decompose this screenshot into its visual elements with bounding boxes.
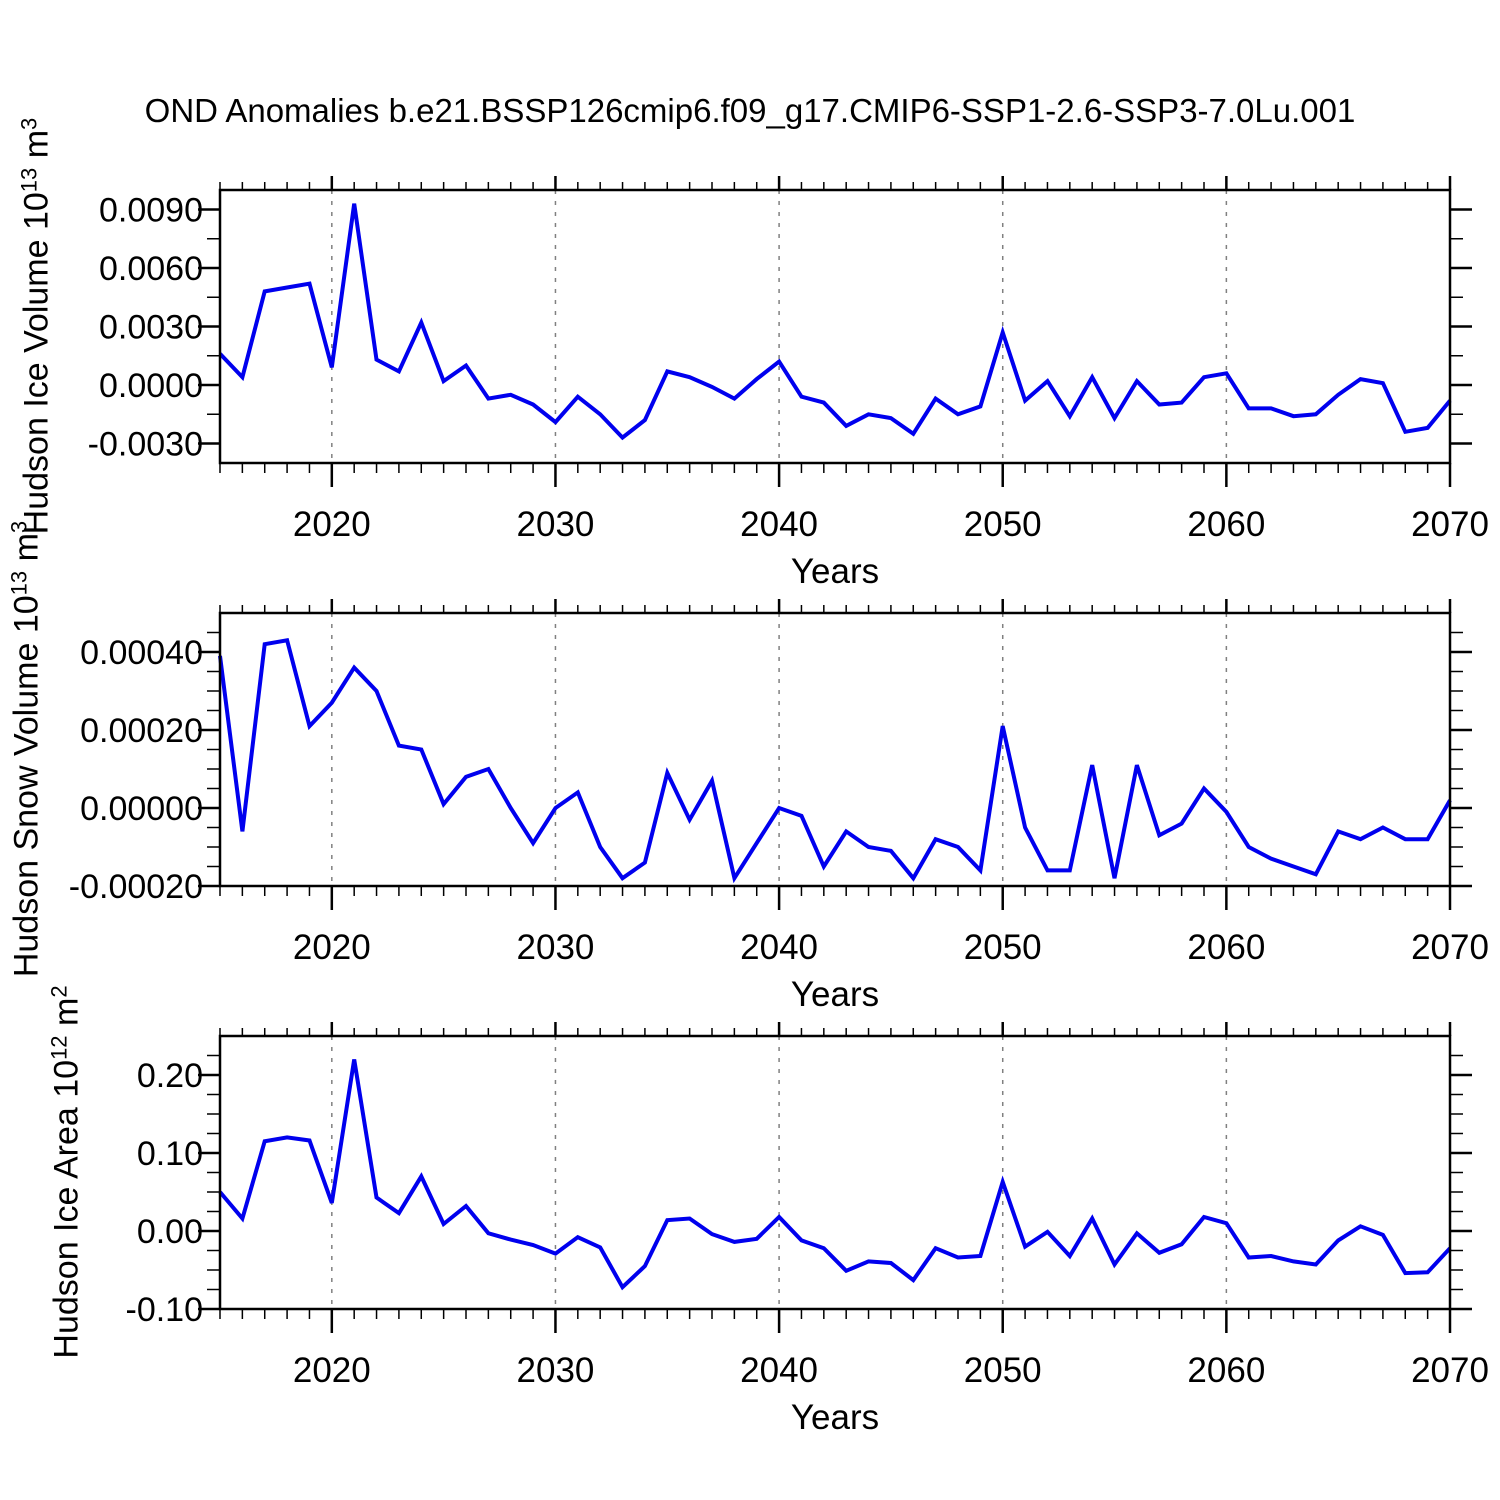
y-tick-label: 0.20 xyxy=(137,1057,203,1095)
data-line xyxy=(218,638,1452,884)
x-axis-title: Years xyxy=(791,975,879,1014)
x-tick-label: 2040 xyxy=(740,928,818,967)
x-tick-label: 2030 xyxy=(517,1351,595,1390)
y-tick-label: 0.00020 xyxy=(80,712,203,750)
data-line xyxy=(218,203,1452,441)
x-tick-label: 2040 xyxy=(740,1351,818,1390)
x-tick-label: 2030 xyxy=(517,928,595,967)
y-tick-label: 0.10 xyxy=(137,1135,203,1173)
ticks xyxy=(198,599,1472,910)
x-tick-label: 2040 xyxy=(740,505,818,544)
x-tick-label: 2050 xyxy=(964,505,1042,544)
plot-box xyxy=(218,188,1452,465)
x-axis-title: Years xyxy=(791,552,879,591)
plot-box xyxy=(218,1034,1452,1311)
x-axis-title: Years xyxy=(791,1398,879,1437)
figure-title: OND Anomalies b.e21.BSSP126cmip6.f09_g17… xyxy=(144,92,1356,129)
x-tick-label: 2070 xyxy=(1411,928,1489,967)
y-tick-label: 0.0030 xyxy=(99,309,203,347)
y-tick-label: 0.0090 xyxy=(99,192,203,230)
x-tick-label: 2070 xyxy=(1411,505,1489,544)
x-tick-label: 2050 xyxy=(964,928,1042,967)
x-tick-label: 2020 xyxy=(293,928,371,967)
x-tick-label: 2060 xyxy=(1187,928,1265,967)
x-tick-label: 2020 xyxy=(293,505,371,544)
chart-2: -0.10 0.00 0.10 0.20 2020 2030 2040 2050 2060 207… xyxy=(126,1022,1489,1437)
x-tick-label: 2060 xyxy=(1187,505,1265,544)
y-tick-label: 0.0060 xyxy=(99,250,203,288)
x-tick-label: 2070 xyxy=(1411,1351,1489,1390)
data-line xyxy=(218,1059,1452,1291)
chart-0: -0.0030 0.0000 0.0030 0.0060 0.0090 2020 2030 2… xyxy=(88,176,1489,591)
y-tick-label: -0.10 xyxy=(126,1291,204,1329)
x-tick-label: 2050 xyxy=(964,1351,1042,1390)
y-tick-label: 0.00040 xyxy=(80,634,203,672)
y-tick-label: -0.0030 xyxy=(88,426,203,464)
y-tick-label: 0.00 xyxy=(137,1213,203,1251)
ticks xyxy=(198,1022,1472,1333)
y-tick-label: 0.0000 xyxy=(99,367,203,405)
y-tick-label: -0.00020 xyxy=(69,868,203,906)
x-tick-label: 2030 xyxy=(517,505,595,544)
plot-box xyxy=(218,611,1452,888)
ticks xyxy=(198,176,1472,487)
y-tick-label: 0.00000 xyxy=(80,790,203,828)
x-tick-label: 2060 xyxy=(1187,1351,1265,1390)
chart-1: -0.00020 0.00000 0.00020 0.00040 2020 2030 204… xyxy=(69,599,1489,1014)
x-tick-label: 2020 xyxy=(293,1351,371,1390)
